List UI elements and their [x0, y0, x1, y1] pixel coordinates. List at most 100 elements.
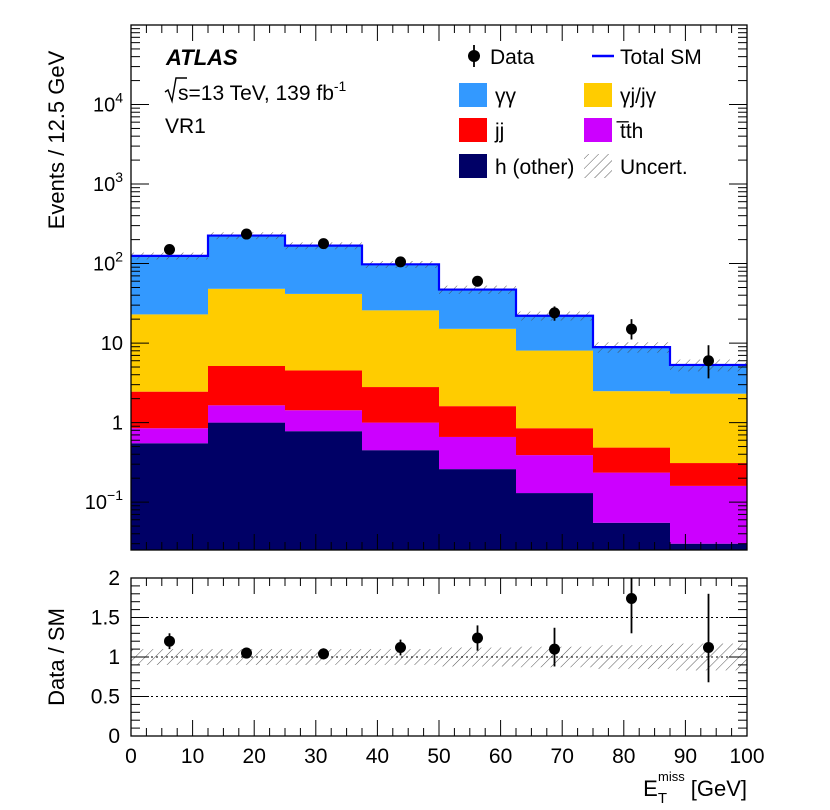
ratio-point: [241, 647, 252, 659]
y-tick-exponent: 4: [115, 90, 123, 106]
x-axis-subscript: T: [658, 790, 667, 807]
stack-bar: [285, 370, 362, 411]
data-points: [164, 228, 714, 379]
sqrt-symbol: [164, 77, 187, 104]
y-tick-base: 10: [101, 333, 123, 355]
legend-tth-label: t̅th: [616, 120, 644, 143]
legend-dijet-swatch: [459, 118, 487, 142]
legend-uncert-label: Uncert.: [620, 156, 688, 179]
y-tick-exponent: 2: [115, 249, 123, 265]
ratio-panel: 00.511.520 10 20 30 40 50 60 70 80 90 100 Data / S…: [44, 567, 765, 807]
y-tick-base: 10: [85, 492, 107, 514]
stack-bar: [670, 543, 747, 550]
x-tick-label: 40: [366, 745, 389, 768]
legend-h-other-swatch: [459, 154, 487, 178]
ratio-y-tick-label: 2: [108, 567, 120, 590]
y-tick-label: 104: [93, 90, 123, 117]
x-axis-superscript: miss: [658, 769, 685, 784]
ratio-band-hatch: [131, 649, 208, 665]
stack-bar: [208, 405, 285, 423]
y-tick-base: 10: [93, 254, 115, 276]
energy-text: s=13 TeV, 139 fb: [178, 82, 334, 105]
x-axis-label: ETmiss [GeV]: [643, 769, 747, 807]
stack-bar: [670, 463, 747, 486]
svg-text:s=13 TeV, 139 fb-1: s=13 TeV, 139 fb-1: [178, 78, 347, 105]
ratio-point: [164, 635, 175, 647]
y-tick-base: 10: [93, 174, 115, 196]
stack-bar: [516, 428, 593, 456]
data-point: [318, 238, 329, 250]
y-tick-label: 1: [112, 413, 123, 435]
y-tick-exponent: −1: [107, 487, 123, 503]
x-tick-label: 30: [304, 745, 327, 768]
y-tick-label: 10: [101, 333, 123, 355]
data-point: [472, 275, 483, 287]
ratio-axis-ticks: 00.511.520 10 20 30 40 50 60 70 80 90 100: [91, 567, 765, 768]
ratio-y-axis-label: Data / SM: [44, 608, 69, 706]
stack-bar: [362, 310, 439, 388]
stack-bar: [131, 443, 208, 550]
stack-bar: [362, 387, 439, 423]
x-tick-label: 0: [125, 745, 137, 768]
stack-bar: [593, 522, 670, 550]
legend-h-other-label: h (other): [495, 156, 574, 179]
stack-bar: [439, 328, 516, 407]
legend-gamma-jet-swatch: [584, 83, 612, 107]
stack-bar: [593, 447, 670, 473]
ratio-y-tick-label: 1: [108, 646, 120, 669]
stack-bar: [516, 315, 593, 351]
stack-bar: [670, 393, 747, 464]
stack-bar: [131, 314, 208, 392]
stack-bar: [285, 431, 362, 550]
x-tick-label: 10: [181, 745, 204, 768]
stacked-histograms: [131, 235, 747, 550]
atlas-label: ATLAS: [165, 45, 238, 70]
x-tick-label: 90: [674, 745, 697, 768]
stack-bar: [439, 436, 516, 470]
stack-bar: [285, 293, 362, 371]
ratio-y-tick-label: 0.5: [91, 686, 120, 709]
stack-bar: [439, 289, 516, 329]
data-point: [395, 256, 406, 268]
data-point: [703, 355, 714, 367]
x-tick-label: 20: [243, 745, 266, 768]
data-point: [549, 307, 560, 319]
stack-bar: [285, 410, 362, 432]
ratio-uncertainty-band: [131, 643, 747, 671]
stack-bar: [208, 235, 285, 289]
x-tick-label: 50: [427, 745, 450, 768]
stack-bar: [516, 455, 593, 494]
legend-data-marker: [468, 50, 480, 62]
y-tick-label: 102: [93, 249, 123, 276]
ratio-point: [472, 632, 483, 644]
stack-bar: [439, 406, 516, 437]
y-tick-label: 103: [93, 169, 123, 196]
stack-bar: [285, 245, 362, 294]
ratio-point: [318, 648, 329, 660]
stack-bar: [131, 428, 208, 444]
energy-exponent: -1: [334, 78, 347, 94]
data-point: [241, 228, 252, 240]
stack-bar: [593, 472, 670, 523]
legend-total-sm-label: Total SM: [620, 46, 702, 69]
x-tick-label: 80: [612, 745, 635, 768]
stack-bar: [593, 347, 670, 392]
ratio-point: [395, 642, 406, 654]
y-tick-base: 1: [112, 413, 123, 435]
stack-bar: [131, 255, 208, 315]
legend-gamma-jet-label: γj/jγ: [620, 85, 657, 108]
stack-bar: [516, 493, 593, 550]
x-axis-unit: [GeV]: [691, 776, 747, 801]
stack-bar: [593, 391, 670, 448]
data-point: [164, 244, 175, 256]
legend-uncert-swatch: [584, 154, 612, 178]
y-tick-base: 10: [93, 95, 115, 117]
y-axis-label: Events / 12.5 GeV: [44, 50, 69, 229]
x-axis-symbol: E: [643, 776, 658, 801]
ratio-y-tick-label: 0: [108, 725, 120, 748]
ratio-point: [703, 642, 714, 654]
legend-gamma-gamma-swatch: [459, 83, 487, 107]
stack-bar: [362, 264, 439, 311]
